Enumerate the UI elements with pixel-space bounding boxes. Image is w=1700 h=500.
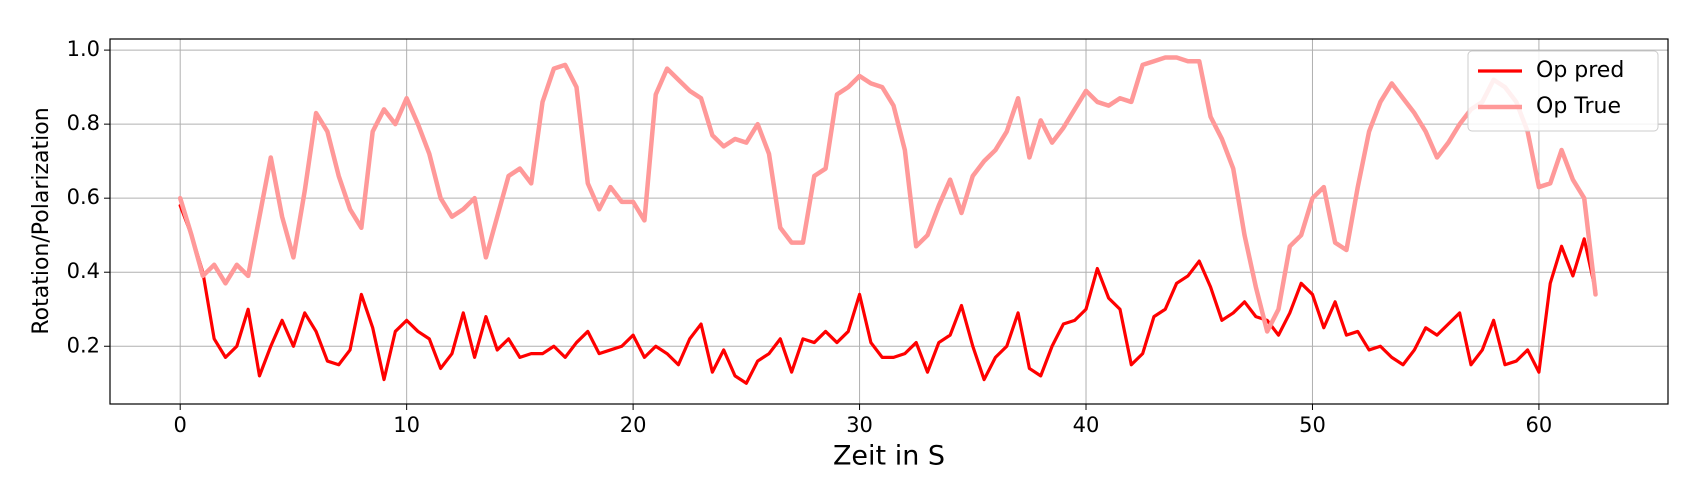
x-tick-label: 10: [393, 413, 420, 437]
x-tick-label: 50: [1299, 413, 1326, 437]
x-tick-label: 0: [174, 413, 187, 437]
y-tick-label: 1.0: [67, 37, 100, 61]
x-tick-label: 20: [620, 413, 647, 437]
x-tick-label: 60: [1526, 413, 1553, 437]
plot-frame: [109, 38, 1669, 405]
y-tick-label: 0.6: [67, 185, 100, 209]
series-line: [177, 55, 1598, 334]
legend-label: Op pred: [1536, 58, 1624, 83]
x-tick-label: 40: [1073, 413, 1100, 437]
x-axis-label: Zeit in S: [833, 441, 945, 472]
y-tick-label: 0.8: [67, 111, 100, 135]
legend-label: Op True: [1536, 94, 1621, 119]
y-axis-label: Rotation/Polarization: [29, 107, 54, 334]
y-tick-label: 0.2: [67, 333, 100, 357]
y-tick-label: 0.4: [67, 259, 100, 283]
x-tick-label: 30: [846, 413, 873, 437]
series-line: [178, 203, 1598, 385]
